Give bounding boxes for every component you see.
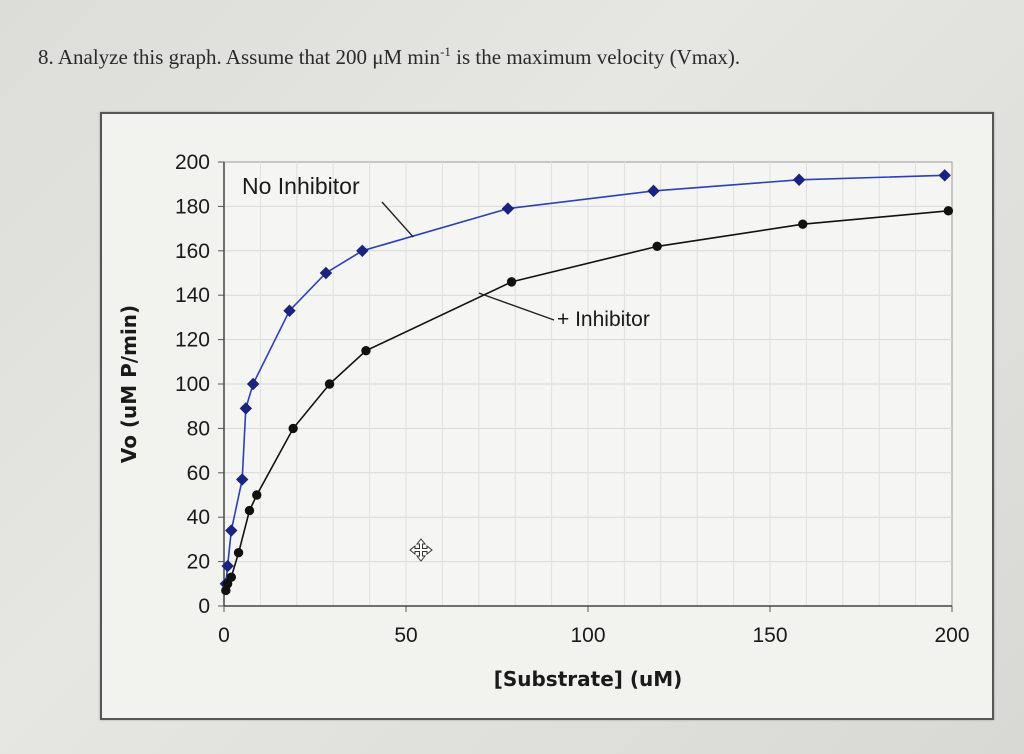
move-cursor-shape [409,538,433,562]
data-point-inhibitor [233,548,244,558]
data-point-inhibitor [506,277,517,287]
y-tick-label: 180 [175,195,210,218]
question-body-end: is the maximum velocity (Vmax). [450,45,741,69]
y-axis-label: Vo (uM P/min) [117,305,141,463]
data-point-no-inhibitor [792,173,806,186]
x-tick-label: 200 [934,624,969,647]
annotation-inhibitor: + Inhibitor [557,308,650,331]
y-tick-label: 20 [187,551,210,574]
tick-labels: 0 20 40 60 80 100 120 140 160 180 200 0 50 100 150 200 [175,151,970,647]
data-point-inhibitor [288,423,298,434]
data-point-inhibitor [798,219,808,229]
data-point-inhibitor [324,379,335,389]
y-tick-label: 0 [198,595,210,618]
data-point-inhibitor [226,572,236,582]
y-tick-label: 200 [175,151,210,174]
y-tick-label: 60 [187,462,210,485]
data-point-no-inhibitor [283,304,296,317]
data-point-no-inhibitor [221,559,234,573]
x-tick-label: 50 [394,624,417,647]
data-point-no-inhibitor [235,473,249,486]
annotation-leader-no-inhibitor [381,201,414,238]
y-tick-label: 160 [175,240,210,263]
annotation-no-inhibitor: No Inhibitor [242,173,360,199]
data-point-no-inhibitor [246,377,260,391]
x-axis-label: [Substrate] (uM) [494,667,683,691]
data-point-no-inhibitor [356,244,369,258]
y-tick-label: 80 [187,417,210,440]
data-point-inhibitor [244,505,255,516]
data-point-no-inhibitor [501,202,515,215]
question-number: 8. [38,45,54,69]
data-point-no-inhibitor [938,169,951,182]
annotation-leader-inhibitor [478,292,555,321]
x-tick-label: 0 [218,624,230,647]
question-body: Analyze this graph. Assume that 200 μM m… [57,45,441,69]
data-point-no-inhibitor [319,266,333,280]
chart-frame: 0 20 40 60 80 100 120 140 160 180 200 0 50 100 150 200 … [100,112,994,720]
annotations: No Inhibitor + Inhibitor [242,173,650,331]
x-tick-label: 150 [752,624,787,647]
data-point-inhibitor [252,490,262,500]
data-point-inhibitor [652,241,662,252]
y-tick-label: 40 [187,506,210,529]
y-tick-label: 120 [175,329,210,352]
question-superscript: -1 [440,44,451,59]
axes [218,161,953,612]
grid [223,161,953,607]
y-tick-label: 100 [175,373,210,396]
data-point-no-inhibitor [239,402,253,415]
x-tick-label: 100 [570,624,605,647]
move-cursor-icon [409,538,433,562]
data-point-no-inhibitor [647,184,660,198]
y-tick-label: 140 [175,284,210,307]
data-point-inhibitor [943,206,954,216]
series-markers [219,169,954,596]
question-text: 8. Analyze this graph. Assume that 200 μ… [38,44,740,70]
data-point-inhibitor [361,346,371,356]
data-point-no-inhibitor [225,524,238,537]
